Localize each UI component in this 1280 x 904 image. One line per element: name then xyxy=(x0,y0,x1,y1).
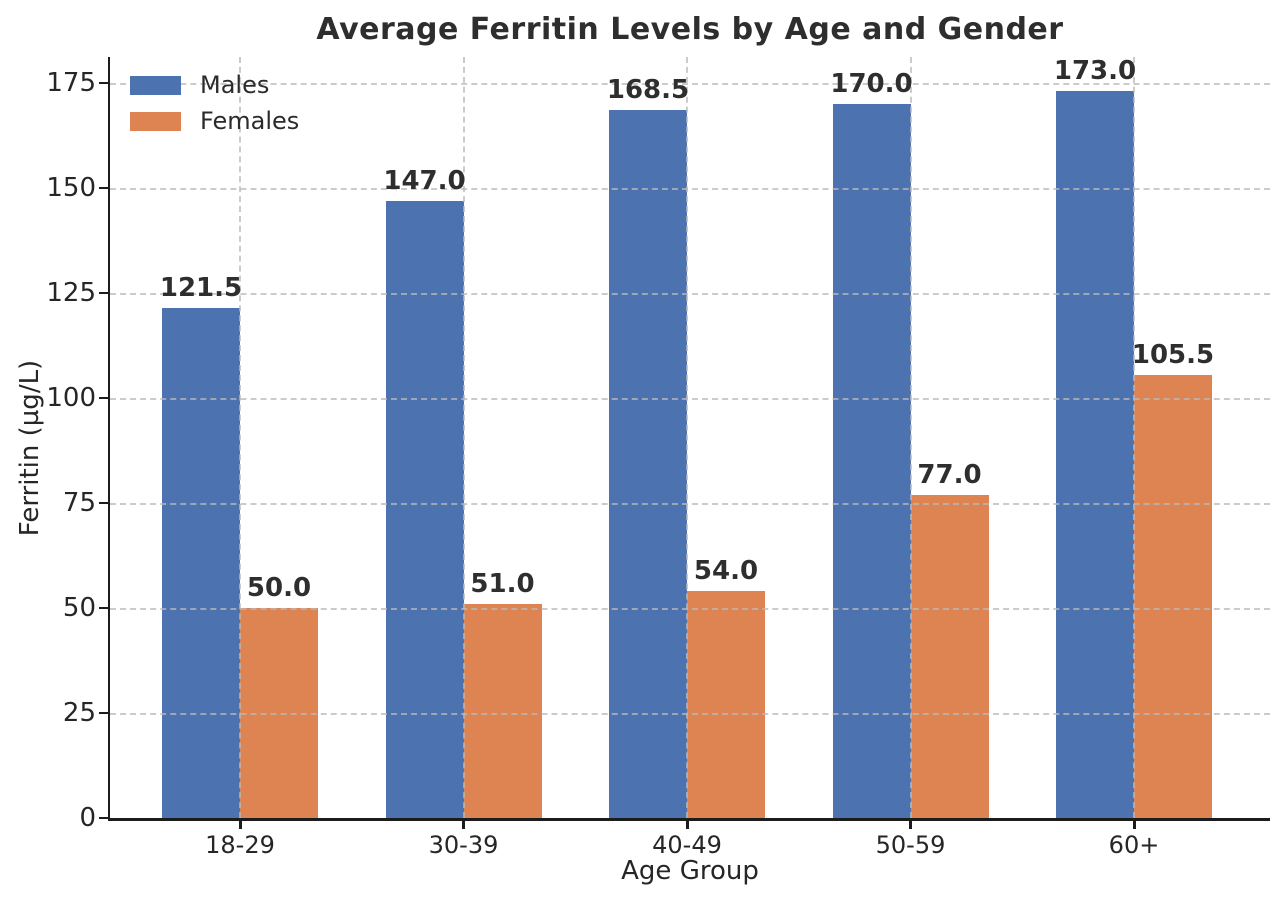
gridline-y-125 xyxy=(110,293,1270,296)
gridline-y-175 xyxy=(110,83,1270,86)
legend: Males Females xyxy=(130,73,299,145)
bar-males-50-59 xyxy=(832,104,911,818)
legend-label-males: Males xyxy=(200,71,270,99)
y-tick-label-25: 25 xyxy=(62,698,96,728)
bar-females-30-39 xyxy=(463,603,542,818)
x-tick-mark-60+ xyxy=(1132,821,1136,829)
y-axis-spine xyxy=(108,57,110,819)
gridline-x-40-49 xyxy=(686,57,688,818)
y-tick-label-150: 150 xyxy=(46,173,96,204)
y-tick-label-50: 50 xyxy=(62,593,96,623)
bar-females-60+ xyxy=(1134,374,1212,818)
gridline-y-100 xyxy=(110,398,1270,401)
bar-females-40-49 xyxy=(687,591,765,818)
legend-item-females: Females xyxy=(130,109,299,133)
y-tick-mark-150 xyxy=(99,187,109,190)
y-tick-mark-50 xyxy=(99,607,109,609)
bar-value-label-males-30-39: 147.0 xyxy=(383,165,466,196)
y-tick-mark-175 xyxy=(99,82,109,85)
gridline-x-30-39 xyxy=(462,57,465,818)
x-tick-label-60+: 60+ xyxy=(1108,831,1160,859)
bar-value-label-females-30-39: 51.0 xyxy=(470,568,535,599)
x-tick-mark-50-59 xyxy=(909,821,912,829)
y-tick-label-125: 125 xyxy=(46,278,96,309)
x-tick-mark-18-29 xyxy=(238,821,242,829)
bar-value-label-males-60+: 173.0 xyxy=(1053,56,1137,87)
gridline-y-75 xyxy=(110,503,1270,506)
x-axis-label: Age Group xyxy=(621,856,759,886)
bar-females-50-59 xyxy=(910,494,989,818)
legend-swatch-females xyxy=(130,111,181,131)
y-tick-mark-0 xyxy=(99,817,109,819)
bar-value-label-females-40-49: 54.0 xyxy=(693,556,759,587)
x-tick-label-18-29: 18-29 xyxy=(205,831,275,859)
gridline-x-60+ xyxy=(1133,57,1135,818)
y-tick-mark-75 xyxy=(99,502,109,505)
chart-title: Average Ferritin Levels by Age and Gende… xyxy=(316,12,1064,47)
y-tick-mark-25 xyxy=(99,712,109,714)
gridline-x-50-59 xyxy=(909,57,912,818)
bar-males-40-49 xyxy=(609,110,687,818)
bar-value-label-females-60+: 105.5 xyxy=(1131,339,1215,370)
bar-value-label-females-18-29: 50.0 xyxy=(246,573,312,603)
x-tick-mark-30-39 xyxy=(462,821,465,829)
y-tick-label-0: 0 xyxy=(79,803,96,833)
bar-value-label-females-50-59: 77.0 xyxy=(917,459,982,490)
gridline-y-50 xyxy=(110,608,1270,610)
x-tick-mark-40-49 xyxy=(685,821,689,829)
y-tick-mark-125 xyxy=(99,292,109,295)
plot-area: Males Females 121.5 147.0 168.5 170.0 173.0 5… xyxy=(110,57,1270,818)
gridline-x-18-29 xyxy=(239,57,241,818)
x-tick-label-50-59: 50-59 xyxy=(875,831,946,859)
bar-value-label-males-40-49: 168.5 xyxy=(606,75,690,106)
y-tick-label-75: 75 xyxy=(62,488,96,519)
y-tick-label-100: 100 xyxy=(46,383,96,414)
y-tick-label-175: 175 xyxy=(46,68,96,99)
bar-value-label-males-50-59: 170.0 xyxy=(830,69,913,100)
legend-swatch-males xyxy=(130,75,181,95)
gridline-y-25 xyxy=(110,713,1270,715)
bar-value-label-males-18-29: 121.5 xyxy=(159,272,243,303)
gridline-y-150 xyxy=(110,188,1270,191)
bar-males-60+ xyxy=(1056,91,1134,818)
x-axis-spine xyxy=(108,818,1270,821)
legend-item-males: Males xyxy=(130,73,299,97)
x-tick-label-40-49: 40-49 xyxy=(652,831,722,859)
x-tick-label-30-39: 30-39 xyxy=(428,831,499,859)
legend-label-females: Females xyxy=(200,107,300,135)
bar-males-30-39 xyxy=(385,200,464,818)
y-tick-mark-100 xyxy=(99,397,109,400)
bar-males-18-29 xyxy=(162,307,240,818)
